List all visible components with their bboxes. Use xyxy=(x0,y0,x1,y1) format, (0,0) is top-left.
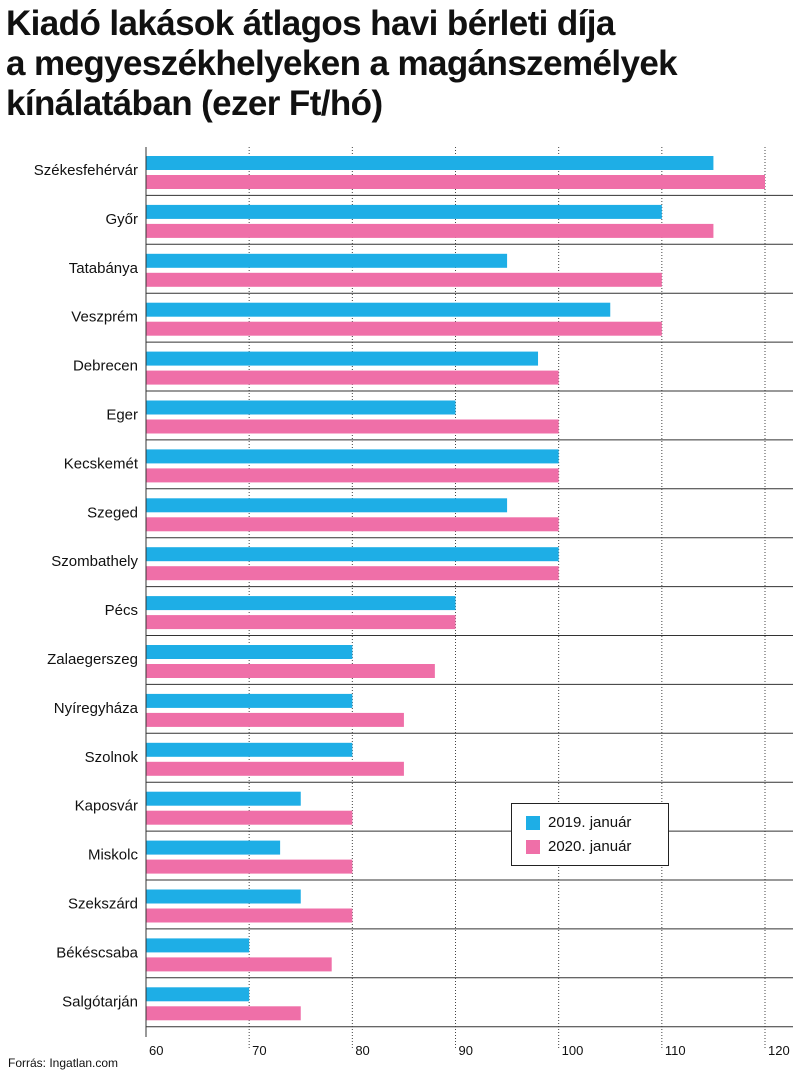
category-label-5: Eger xyxy=(106,407,138,424)
bar-2020-1 xyxy=(146,223,714,238)
bar-2020-12 xyxy=(146,761,404,776)
category-label-6: Kecskemét xyxy=(64,455,139,472)
category-label-1: Győr xyxy=(105,211,138,228)
bar-2019-14 xyxy=(146,840,281,855)
bar-2020-15 xyxy=(146,908,353,923)
category-label-11: Nyíregyháza xyxy=(54,700,139,717)
bar-2020-17 xyxy=(146,1006,301,1021)
legend-label-2020: 2020. január xyxy=(548,838,632,855)
category-label-7: Szeged xyxy=(87,504,138,521)
category-label-9: Pécs xyxy=(105,602,138,619)
legend-swatch-2019 xyxy=(526,815,540,830)
legend-swatch-2020 xyxy=(526,839,540,854)
legend-item-2020: 2020. január xyxy=(526,838,631,855)
bar-2020-8 xyxy=(146,566,559,581)
bar-2019-1 xyxy=(146,204,662,219)
bar-2019-4 xyxy=(146,351,539,366)
bar-2019-6 xyxy=(146,449,559,464)
bar-2019-0 xyxy=(146,156,714,170)
bar-2020-9 xyxy=(146,615,456,630)
bar-2019-11 xyxy=(146,693,353,708)
legend: 2019. január 2020. január xyxy=(511,803,669,866)
bar-2020-7 xyxy=(146,517,559,532)
bar-2019-5 xyxy=(146,400,456,415)
category-label-2: Tatabánya xyxy=(69,260,139,277)
x-tick-label-100: 100 xyxy=(562,1043,584,1058)
bar-2019-2 xyxy=(146,253,508,268)
bar-2019-12 xyxy=(146,742,353,757)
bar-2020-13 xyxy=(146,810,353,825)
category-label-0: Székesfehérvár xyxy=(34,162,138,179)
x-tick-label-110: 110 xyxy=(665,1043,686,1058)
source-note: Forrás: Ingatlan.com xyxy=(8,1056,119,1070)
category-label-13: Kaposvár xyxy=(75,798,138,815)
bar-2020-2 xyxy=(146,272,662,287)
bar-2020-16 xyxy=(146,957,332,972)
category-label-4: Debrecen xyxy=(73,358,138,375)
bar-2020-5 xyxy=(146,419,559,434)
x-tick-label-60: 60 xyxy=(149,1043,163,1058)
bar-2019-10 xyxy=(146,645,353,659)
bar-2020-0 xyxy=(146,175,765,189)
category-label-16: Békéscsaba xyxy=(56,944,138,961)
category-label-12: Szolnok xyxy=(85,749,139,766)
bar-2019-15 xyxy=(146,889,301,904)
category-label-8: Szombathely xyxy=(51,553,138,570)
bar-2019-17 xyxy=(146,987,250,1002)
x-tick-label-120: 120 xyxy=(768,1043,790,1058)
x-tick-label-70: 70 xyxy=(252,1043,266,1058)
bar-2020-10 xyxy=(146,664,435,678)
bar-2019-7 xyxy=(146,498,508,513)
legend-label-2019: 2019. január xyxy=(548,814,632,831)
chart-title-line-2: a megyeszékhelyeken a magánszemélyek xyxy=(6,44,678,83)
chart-title: Kiadó lakások átlagos havi bérleti díja … xyxy=(6,4,796,124)
chart-title-line-3: kínálatában (ezer Ft/hó) xyxy=(6,84,383,123)
bar-2020-4 xyxy=(146,370,559,385)
category-label-14: Miskolc xyxy=(88,847,139,864)
category-label-17: Salgótarján xyxy=(62,993,138,1010)
bar-2020-3 xyxy=(146,321,662,336)
bar-2020-6 xyxy=(146,468,559,483)
bar-2019-9 xyxy=(146,596,456,611)
bar-2019-13 xyxy=(146,791,301,806)
category-label-3: Veszprém xyxy=(71,309,138,326)
x-tick-label-90: 90 xyxy=(459,1043,473,1058)
category-label-10: Zalaegerszeg xyxy=(47,651,138,668)
bar-2020-14 xyxy=(146,859,353,874)
bar-2019-3 xyxy=(146,302,611,317)
category-label-15: Szekszárd xyxy=(68,896,138,913)
bar-2020-11 xyxy=(146,712,404,727)
chart-title-line-1: Kiadó lakások átlagos havi bérleti díja xyxy=(6,4,615,43)
bar-2019-8 xyxy=(146,547,559,562)
x-tick-label-80: 80 xyxy=(355,1043,369,1058)
bar-2019-16 xyxy=(146,938,250,953)
legend-item-2019: 2019. január xyxy=(526,814,631,831)
